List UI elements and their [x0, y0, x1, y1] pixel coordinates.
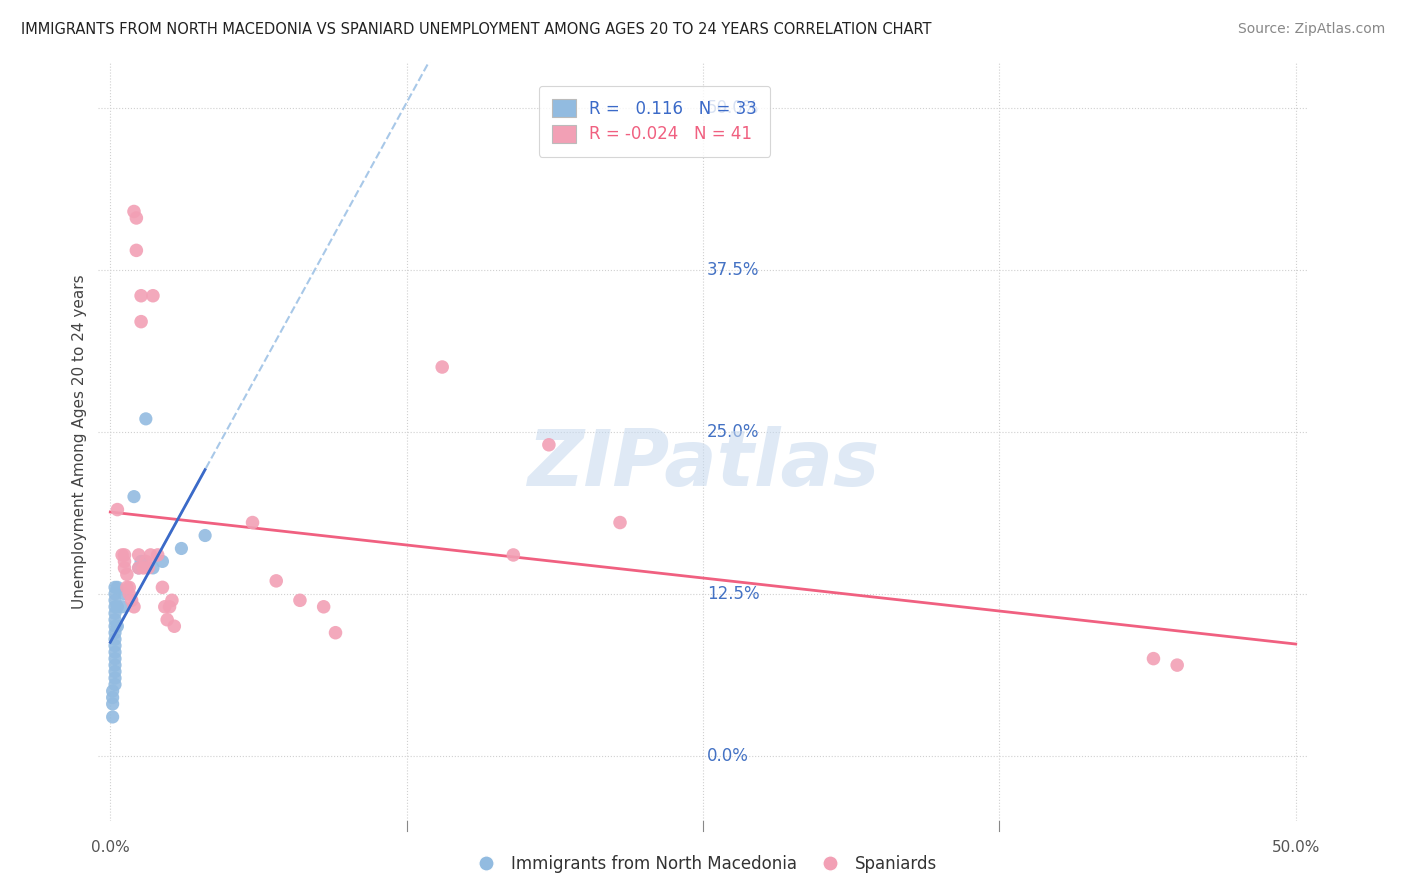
Point — [160, 593, 183, 607]
Point — [105, 580, 128, 594]
Text: 50.0%: 50.0% — [707, 99, 759, 117]
Text: 50.0%: 50.0% — [1271, 840, 1320, 855]
Point — [159, 599, 181, 614]
Point — [153, 599, 176, 614]
Text: Source: ZipAtlas.com: Source: ZipAtlas.com — [1237, 22, 1385, 37]
Point — [325, 625, 347, 640]
Point — [163, 619, 186, 633]
Point — [135, 412, 157, 426]
Point — [128, 548, 150, 562]
Point — [111, 599, 134, 614]
Point — [104, 677, 127, 691]
Point — [142, 289, 165, 303]
Point — [114, 561, 136, 575]
Point — [125, 244, 148, 258]
Point — [288, 593, 311, 607]
Point — [129, 289, 152, 303]
Point — [122, 599, 145, 614]
Text: 12.5%: 12.5% — [707, 585, 759, 603]
Point — [128, 561, 150, 575]
Point — [104, 651, 127, 665]
Point — [105, 502, 128, 516]
Point — [114, 548, 136, 562]
Point — [115, 580, 138, 594]
Point — [101, 690, 124, 705]
Text: 25.0%: 25.0% — [707, 423, 759, 441]
Y-axis label: Unemployment Among Ages 20 to 24 years: Unemployment Among Ages 20 to 24 years — [72, 274, 87, 609]
Text: 0.0%: 0.0% — [91, 840, 129, 855]
Point — [194, 528, 217, 542]
Point — [101, 710, 124, 724]
Legend: Immigrants from North Macedonia, Spaniards: Immigrants from North Macedonia, Spaniar… — [463, 848, 943, 880]
Point — [104, 632, 127, 647]
Text: IMMIGRANTS FROM NORTH MACEDONIA VS SPANIARD UNEMPLOYMENT AMONG AGES 20 TO 24 YEA: IMMIGRANTS FROM NORTH MACEDONIA VS SPANI… — [21, 22, 932, 37]
Point — [312, 599, 335, 614]
Point — [122, 204, 145, 219]
Point — [104, 625, 127, 640]
Point — [104, 658, 127, 673]
Point — [104, 639, 127, 653]
Point — [104, 607, 127, 621]
Point — [101, 697, 124, 711]
Point — [129, 554, 152, 568]
Point — [104, 671, 127, 685]
Point — [111, 548, 134, 562]
Point — [104, 587, 127, 601]
Text: 0.0%: 0.0% — [707, 747, 748, 764]
Point — [101, 684, 124, 698]
Point — [146, 548, 169, 562]
Point — [264, 574, 287, 588]
Point — [118, 587, 141, 601]
Point — [105, 599, 128, 614]
Point — [129, 315, 152, 329]
Legend: R =   0.116   N = 33, R = -0.024   N = 41: R = 0.116 N = 33, R = -0.024 N = 41 — [538, 86, 770, 157]
Point — [432, 359, 454, 374]
Point — [122, 490, 145, 504]
Point — [118, 580, 141, 594]
Text: 37.5%: 37.5% — [707, 260, 759, 279]
Point — [132, 561, 155, 575]
Text: ZIPatlas: ZIPatlas — [527, 426, 879, 502]
Point — [128, 561, 150, 575]
Point — [502, 548, 524, 562]
Point — [609, 516, 631, 530]
Point — [152, 580, 174, 594]
Point — [104, 613, 127, 627]
Point — [142, 561, 165, 575]
Point — [1166, 658, 1188, 673]
Point — [104, 599, 127, 614]
Point — [104, 665, 127, 679]
Point — [1142, 651, 1164, 665]
Point — [114, 587, 136, 601]
Point — [139, 548, 162, 562]
Point — [136, 561, 159, 575]
Point — [537, 438, 560, 452]
Point — [115, 567, 138, 582]
Point — [152, 554, 174, 568]
Point — [135, 554, 157, 568]
Point — [104, 580, 127, 594]
Point — [242, 516, 264, 530]
Point — [104, 645, 127, 659]
Point — [170, 541, 193, 556]
Point — [104, 619, 127, 633]
Point — [125, 211, 148, 225]
Point — [104, 593, 127, 607]
Point — [114, 554, 136, 568]
Point — [105, 619, 128, 633]
Point — [121, 593, 143, 607]
Point — [156, 613, 179, 627]
